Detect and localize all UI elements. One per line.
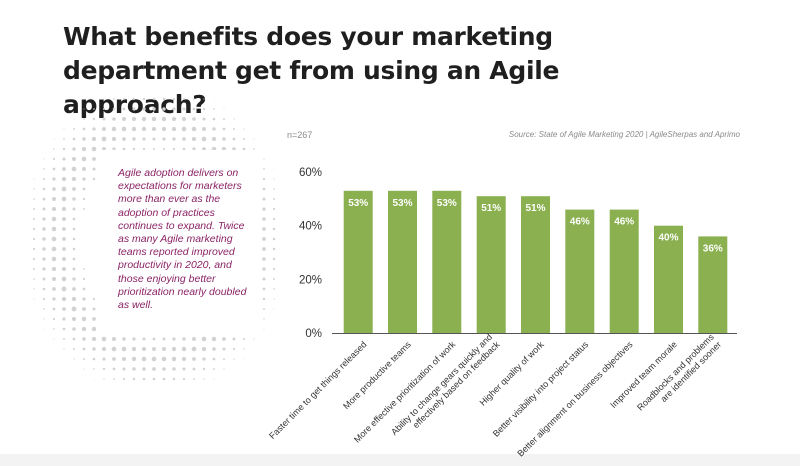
bar bbox=[609, 209, 639, 333]
bar bbox=[476, 196, 506, 333]
bar-value-label: 46% bbox=[614, 217, 634, 228]
page-bottom-strip bbox=[0, 454, 800, 466]
x-tick-label-line: effectively based on feedback bbox=[411, 339, 502, 430]
y-tick-label: 0% bbox=[305, 328, 322, 340]
source-note: Source: State of Agile Marketing 2020 | … bbox=[508, 130, 740, 139]
sidebar-quote: Agile adoption delivers on expectations … bbox=[118, 167, 247, 312]
bar-value-label: 51% bbox=[481, 203, 501, 214]
bar-value-label: 51% bbox=[525, 203, 545, 214]
bar-value-label: 53% bbox=[392, 198, 412, 209]
bar bbox=[654, 225, 683, 333]
bar bbox=[565, 209, 595, 333]
bar bbox=[343, 190, 373, 333]
y-tick-label: 20% bbox=[299, 274, 322, 286]
x-tick-label-line: Better visibility into project status bbox=[491, 339, 591, 439]
x-tick-label: Faster time to get things released bbox=[267, 339, 369, 441]
bar-value-label: 53% bbox=[348, 198, 368, 209]
x-tick-label-line: Faster time to get things released bbox=[267, 339, 369, 441]
sample-size-note: n=267 bbox=[287, 130, 313, 140]
sidebar-card bbox=[100, 150, 260, 335]
y-tick-label: 40% bbox=[299, 221, 322, 233]
x-tick-label: Better visibility into project status bbox=[491, 339, 591, 439]
bar-value-label: 46% bbox=[570, 217, 590, 228]
bar-value-label: 36% bbox=[703, 243, 723, 254]
bar bbox=[432, 190, 462, 333]
bar bbox=[698, 236, 728, 333]
bar bbox=[521, 196, 550, 333]
bar bbox=[388, 190, 417, 333]
y-tick-label: 60% bbox=[299, 167, 322, 179]
bar-value-label: 53% bbox=[437, 198, 457, 209]
bar-value-label: 40% bbox=[658, 233, 678, 244]
page-title: What benefits does your marketing depart… bbox=[63, 22, 560, 119]
